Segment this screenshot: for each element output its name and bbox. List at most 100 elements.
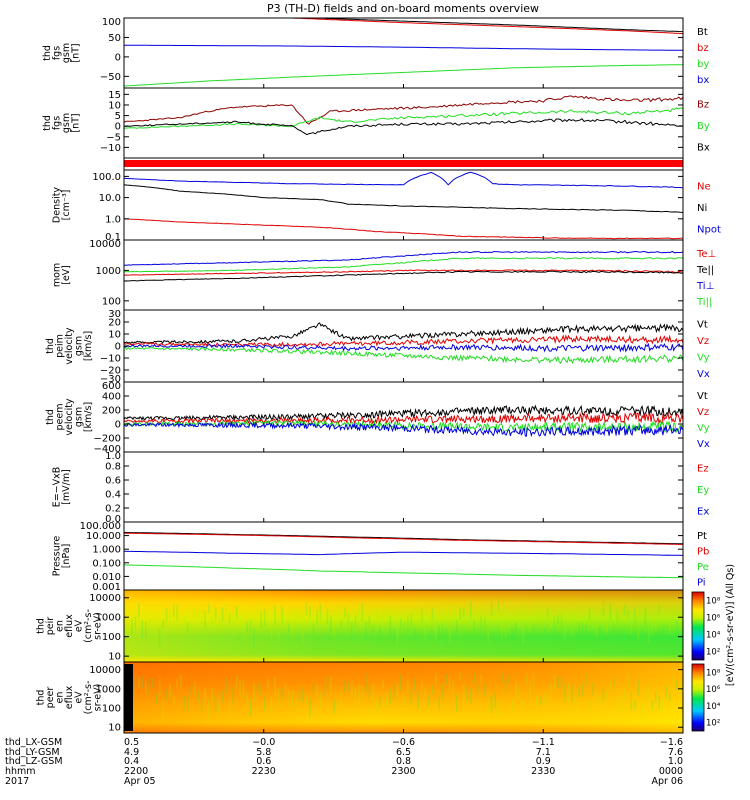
panel-1-legend-bt: Bt — [697, 27, 708, 38]
xaxis-tick-label-ly: 7.1 — [536, 747, 551, 758]
panel-9-ylabel-line: Pressure — [51, 536, 62, 577]
panel-6-series-vy — [124, 346, 683, 365]
panel-11-spectrogram-streak — [637, 679, 640, 696]
panel-7-series-vz — [124, 411, 683, 425]
panel-10-spectrogram-streak — [214, 607, 217, 619]
panel-10-spectrogram-streak — [641, 628, 643, 645]
panel-10-spectrogram-streak — [487, 628, 489, 643]
panel-10-spectrogram-streak — [434, 624, 437, 640]
panel-6-series-vx — [124, 342, 683, 353]
panel-11-spectrogram-streak — [574, 700, 577, 714]
panel-1-series-bx — [124, 44, 683, 51]
panel-2-ytick-label: −10 — [100, 143, 121, 154]
panel-10-spectrogram-streak — [333, 620, 336, 637]
panel-10-spectrogram-streak — [421, 607, 423, 623]
panel-11-spectrogram-streak — [518, 685, 521, 700]
panel-7-ytick-label: −400 — [94, 444, 121, 455]
panel-10-spectrogram-streak — [277, 624, 280, 640]
panel-2-ytick-label: 15 — [108, 90, 121, 101]
panel-10-spectrogram-streak — [634, 606, 636, 623]
panel-11-spectrogram-streak — [595, 695, 598, 707]
panel-11-spectrogram-streak — [539, 696, 542, 706]
panel-10-spectrogram-streak — [393, 628, 395, 647]
panel-10-spectrogram-streak — [455, 619, 458, 636]
panel-10-spectrogram-streak — [235, 605, 238, 620]
panel-11-ytick-label: 1000 — [96, 684, 121, 695]
panel-8-ytick-label: 0.4 — [105, 490, 121, 501]
panel-10-spectrogram-streak — [662, 626, 664, 637]
panel-10-spectrogram-streak — [211, 608, 213, 622]
panel-11-spectrogram-streak — [225, 677, 227, 693]
panel-11-spectrogram-streak — [627, 673, 629, 689]
panel-11-spectrogram-streak — [358, 685, 360, 702]
panel-11-spectrogram-streak — [400, 675, 402, 691]
panel-10-spectrogram-streak — [655, 614, 657, 632]
panel-11-spectrogram-streak — [609, 682, 612, 693]
panel-4-series-ni — [124, 184, 683, 213]
panel-11-spectrogram-streak — [372, 682, 374, 701]
panel-6-legend-vx: Vx — [697, 369, 710, 380]
panel-11-spectrogram-streak — [410, 688, 413, 705]
panel-11-spectrogram-streak — [434, 673, 437, 686]
panel-11-spectrogram-streak — [368, 686, 371, 697]
panel-1-ytick-label: −50 — [100, 72, 121, 83]
panel-11-spectrogram-streak — [452, 681, 454, 701]
panel-11-colorbar — [691, 663, 705, 732]
panel-10-spectrogram-streak — [183, 616, 185, 632]
panel-5-series-te — [124, 269, 683, 276]
panel-11-spectrogram-streak — [365, 673, 367, 692]
panel-9-background — [124, 522, 683, 590]
panel-11-spectrogram-streak — [169, 683, 171, 697]
panel-9-legend-pt: Pt — [697, 531, 707, 542]
xaxis-tick-label-hhmm: 2330 — [531, 766, 555, 777]
panel-10-ytick-label: 10 — [108, 652, 121, 663]
panel-10-spectrogram-streak — [204, 611, 206, 628]
panel-10-spectrogram-streak — [616, 610, 619, 622]
panel-9-ylabel-line: [nPa] — [61, 544, 72, 569]
panel-11-spectrogram-streak — [284, 683, 287, 692]
panel-10-spectrogram-streak — [511, 628, 514, 642]
panel-4-legend-ne: Ne — [697, 182, 711, 193]
panel-8-legend-ez: Ez — [697, 464, 709, 475]
panel-10-spectrogram-streak — [557, 614, 559, 625]
panel-10-spectrogram-streak — [532, 624, 535, 638]
panel-8-legend-ex: Ex — [697, 506, 709, 517]
panel-9-ytick-label: 1.000 — [92, 545, 121, 556]
panel-7-legend-vx: Vx — [697, 439, 710, 450]
panel-8-ytick-label: 0.6 — [105, 476, 121, 487]
panel-3-flag-bar — [124, 160, 683, 167]
panel-11-spectrogram-streak — [267, 678, 269, 689]
xaxis-tick-label-lx: 0.5 — [124, 737, 139, 748]
panel-7-legend-vz: Vz — [697, 407, 709, 418]
panel-4-series-npot — [124, 171, 683, 189]
panel-11-spectrogram-streak — [232, 686, 234, 705]
panel-7-ylabel-line: peem — [55, 404, 66, 431]
panel-11-spectrogram-streak — [228, 700, 231, 718]
panel-10-spectrogram-streak — [124, 603, 126, 619]
panel-10-spectrogram-streak — [599, 626, 601, 636]
panel-7-series-vt — [124, 404, 683, 422]
panel-11-spectrogram-streak — [134, 676, 137, 690]
panel-11-spectrogram-streak — [403, 698, 406, 708]
xaxis-tick-label-hhmm: 2200 — [124, 766, 148, 777]
panel-11-spectrogram-streak — [330, 676, 332, 694]
panel-11-spectrogram-streak — [655, 690, 657, 703]
panel-11-spectrogram-streak — [302, 686, 304, 703]
panel-1-ylabel-line: [nT] — [70, 43, 81, 62]
panel-10-spectrogram-streak — [669, 615, 671, 635]
panel-11-ylabel-line: eV — [74, 691, 85, 704]
xaxis-tick-label-lz: 0.9 — [536, 756, 551, 767]
panel-11-colorbar-tick-label: 10⁴ — [706, 702, 721, 712]
panel-11-spectrogram-streak — [277, 688, 280, 707]
panel-11-spectrogram-streak — [567, 682, 570, 702]
panel-7-ylabel-line: [km/s] — [83, 402, 94, 432]
panel-11-spectrogram-streak — [141, 675, 144, 689]
xaxis-tick-label-ly: 5.8 — [256, 747, 271, 758]
panel-1-ylabel-line: thd — [42, 45, 53, 61]
panel-10-ylabel-line: en — [55, 620, 66, 632]
panel-10-spectrogram-streak — [630, 625, 633, 635]
panel-10-ytick-label: 1000 — [96, 613, 121, 624]
panel-11-spectrogram-streak — [200, 698, 203, 713]
panel-10-spectrogram-streak — [295, 608, 297, 627]
